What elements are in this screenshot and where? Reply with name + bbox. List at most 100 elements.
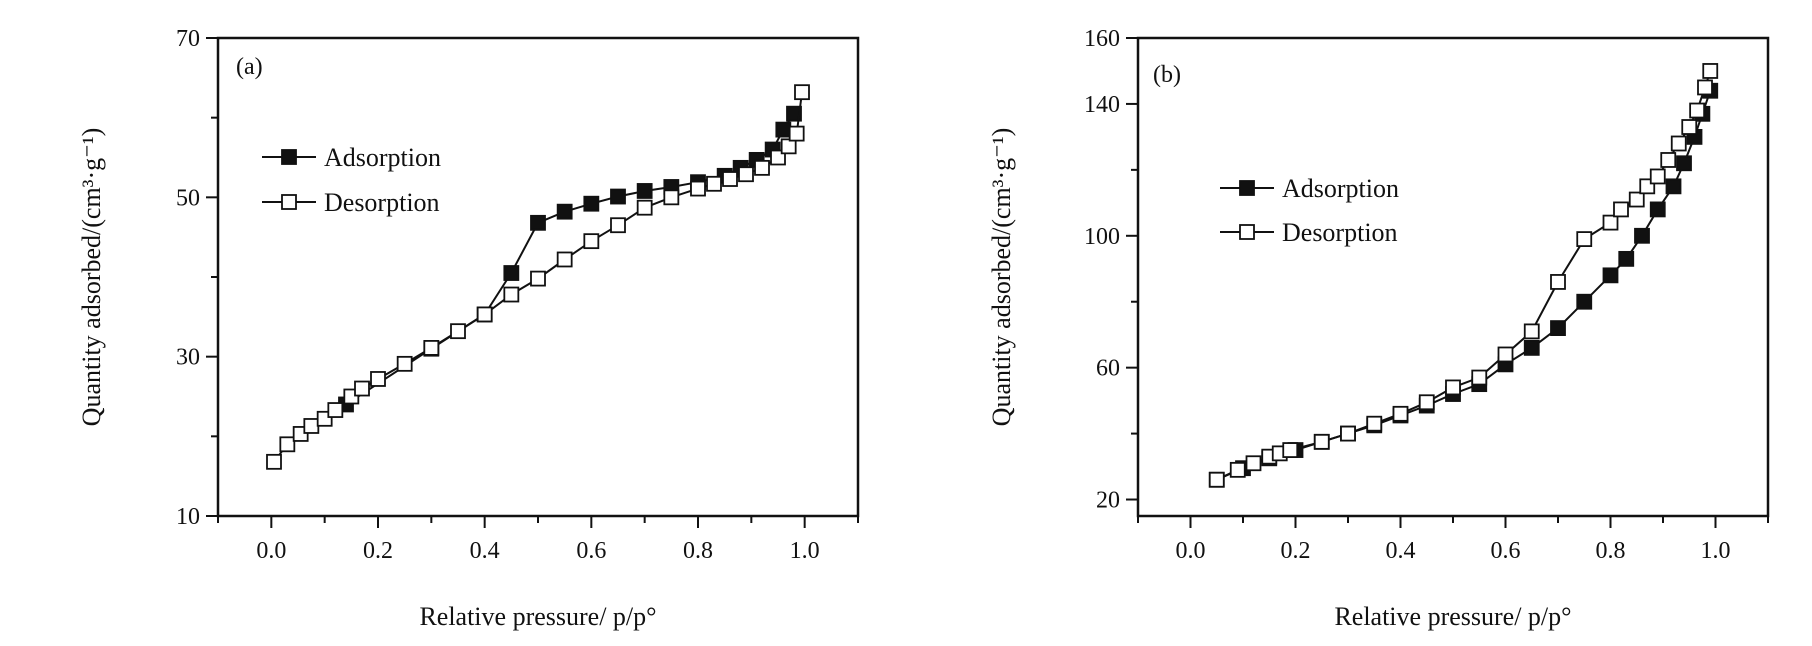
data-point-adsorption xyxy=(786,105,802,122)
data-point-adsorption xyxy=(1602,267,1619,284)
data-point-adsorption xyxy=(556,203,573,220)
x-tick-label: 1.0 xyxy=(790,538,820,564)
data-point-desorption xyxy=(1670,135,1687,152)
legend-label: Adsorption xyxy=(1282,174,1399,203)
x-tick-label: 0.2 xyxy=(1281,538,1311,564)
data-point-adsorption xyxy=(530,214,546,231)
data-point-desorption xyxy=(396,355,413,372)
legend-marker xyxy=(1239,180,1255,196)
panel-label: (b) xyxy=(1153,62,1181,88)
x-tick-label: 0.0 xyxy=(256,538,286,564)
data-point-desorption xyxy=(706,175,722,192)
data-point-desorption xyxy=(690,180,706,197)
data-point-desorption xyxy=(1313,433,1330,450)
data-point-desorption xyxy=(1576,231,1593,247)
data-point-desorption xyxy=(1613,201,1629,218)
data-point-desorption xyxy=(1660,152,1677,168)
y-axis-title: Quantity adsorbed/(cm³·g⁻¹) xyxy=(77,128,106,427)
legend-label: Adsorption xyxy=(324,143,441,172)
data-point-desorption xyxy=(556,251,573,268)
data-point-desorption xyxy=(1418,394,1435,411)
data-point-desorption xyxy=(1340,425,1356,442)
data-point-adsorption xyxy=(1665,178,1682,195)
data-point-desorption xyxy=(354,380,370,397)
data-point-adsorption xyxy=(503,265,520,281)
legend-marker xyxy=(281,194,297,210)
x-tick-label: 0.4 xyxy=(1386,538,1416,564)
data-point-desorption xyxy=(794,84,810,101)
data-point-desorption xyxy=(1649,168,1666,185)
y-tick-label: 50 xyxy=(176,185,200,211)
data-point-desorption xyxy=(663,189,680,206)
data-point-adsorption xyxy=(1523,339,1540,356)
x-axis-title: Relative pressure/ p/p° xyxy=(419,602,656,631)
x-tick-label: 0.8 xyxy=(1596,538,1626,564)
x-axis-title: Relative pressure/ p/p° xyxy=(1334,602,1571,631)
y-tick-label: 160 xyxy=(1084,26,1120,52)
y-tick-label: 60 xyxy=(1096,356,1120,382)
data-point-desorption xyxy=(1392,405,1409,422)
y-tick-label: 30 xyxy=(176,345,200,371)
legend-marker xyxy=(1239,224,1255,240)
data-point-desorption xyxy=(370,371,386,387)
data-point-adsorption xyxy=(583,195,600,212)
data-point-desorption xyxy=(780,138,797,155)
y-tick-label: 140 xyxy=(1084,92,1120,118)
x-tick-label: 0.4 xyxy=(470,538,500,564)
data-point-desorption xyxy=(754,159,770,176)
data-point-desorption xyxy=(279,436,296,453)
series-line-desorption xyxy=(1216,70,1712,481)
data-point-desorption xyxy=(1681,119,1698,135)
x-tick-label: 0.0 xyxy=(1176,538,1206,564)
data-point-adsorption xyxy=(1634,227,1650,244)
chart-panel-b: 0.0 0.2 0.4 0.6 0.8 1.0 20 60 100 140 160 Relative … xyxy=(987,26,1770,631)
data-point-adsorption xyxy=(1550,320,1566,336)
data-point-adsorption xyxy=(1618,250,1635,267)
x-tick-label: 0.6 xyxy=(1491,538,1521,564)
data-point-desorption xyxy=(1208,471,1225,488)
data-point-desorption xyxy=(327,402,344,418)
data-point-desorption xyxy=(1471,369,1488,386)
y-tick-label: 70 xyxy=(176,26,200,52)
data-point-desorption xyxy=(450,323,466,340)
y-tick-label: 100 xyxy=(1084,224,1120,250)
data-point-desorption xyxy=(303,418,320,434)
data-point-desorption xyxy=(1702,63,1719,79)
data-point-desorption xyxy=(503,286,520,303)
x-tick-label: 0.6 xyxy=(576,538,606,564)
data-point-desorption xyxy=(1282,442,1299,458)
plot-frame xyxy=(1136,36,1770,518)
data-point-adsorption xyxy=(775,121,792,138)
data-point-desorption xyxy=(423,340,440,356)
data-point-desorption xyxy=(1628,191,1645,208)
data-point-desorption xyxy=(266,453,282,470)
data-point-desorption xyxy=(1445,379,1461,396)
data-point-adsorption xyxy=(1576,293,1593,310)
y-axis-title: Quantity adsorbed/(cm³·g⁻¹) xyxy=(987,128,1016,427)
legend-marker xyxy=(281,149,297,165)
data-point-desorption xyxy=(1689,102,1706,119)
data-point-desorption xyxy=(1550,274,1566,290)
data-point-desorption xyxy=(788,125,805,142)
y-tick-label: 10 xyxy=(176,504,200,530)
data-point-desorption xyxy=(530,270,546,287)
data-point-desorption xyxy=(1497,346,1514,363)
legend-label: Desorption xyxy=(324,188,440,217)
data-point-desorption xyxy=(1229,461,1246,478)
data-point-desorption xyxy=(1245,455,1262,472)
data-point-desorption xyxy=(636,199,653,216)
panel-label: (a) xyxy=(236,54,263,80)
data-point-adsorption xyxy=(636,183,653,199)
data-point-desorption xyxy=(1602,214,1619,231)
data-point-desorption xyxy=(1366,415,1383,432)
data-point-adsorption xyxy=(1676,155,1692,172)
chart-panel-a: 0.0 0.2 0.4 0.6 0.8 1.0 10 30 50 70 Relative press… xyxy=(77,26,860,631)
series-line-adsorption xyxy=(1216,90,1712,481)
data-point-desorption xyxy=(722,171,738,187)
x-tick-label: 0.8 xyxy=(683,538,713,564)
x-tick-label: 0.2 xyxy=(363,538,393,564)
y-tick-label: 20 xyxy=(1096,488,1120,514)
data-point-desorption xyxy=(476,306,493,323)
data-point-adsorption xyxy=(1649,201,1666,218)
legend-label: Desorption xyxy=(1282,218,1398,247)
